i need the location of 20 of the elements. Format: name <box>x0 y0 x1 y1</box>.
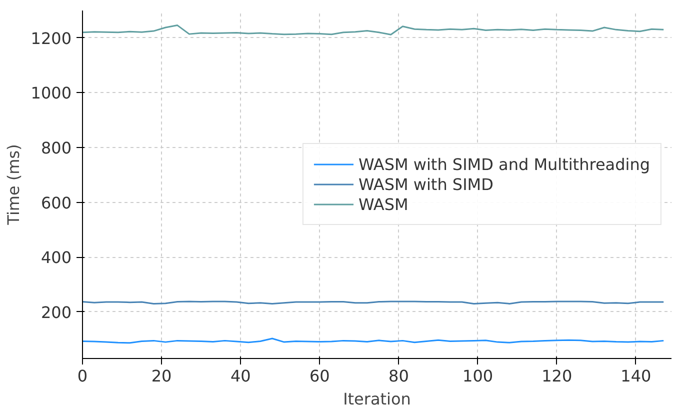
y-axis-title: Time (ms) <box>4 144 23 226</box>
y-tick-label: 400 <box>40 248 72 268</box>
y-tick-label: 1000 <box>30 84 72 103</box>
x-tick-label: 40 <box>230 366 251 386</box>
x-tick-label: 0 <box>77 366 88 386</box>
x-tick-label: 20 <box>151 366 172 386</box>
y-tick-label: 800 <box>40 138 72 158</box>
x-tick-label: 80 <box>388 366 409 386</box>
y-tick-label: 600 <box>40 193 72 212</box>
y-tick-label: 200 <box>40 302 72 322</box>
x-tick-label: 140 <box>620 366 652 386</box>
legend-label: WASM with SIMD and Multithreading <box>358 154 650 174</box>
y-tick-label: 1200 <box>30 28 72 48</box>
x-axis-title: Iteration <box>343 390 411 408</box>
line-series <box>82 24 664 36</box>
x-tick-label: 100 <box>462 366 494 386</box>
legend-label: WASM with SIMD <box>358 174 494 194</box>
legend-label: WASM <box>358 194 408 214</box>
x-tick-label: 60 <box>310 366 330 386</box>
x-tick-label: 120 <box>542 366 572 386</box>
